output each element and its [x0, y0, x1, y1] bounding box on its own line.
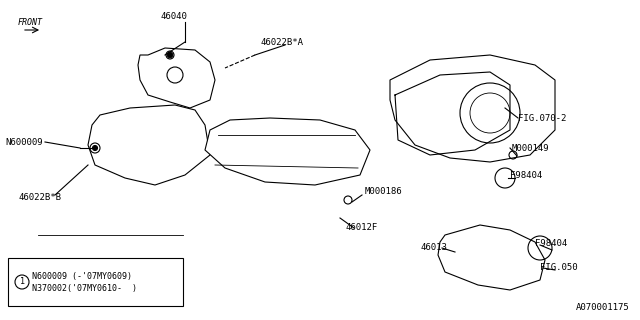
- Circle shape: [167, 52, 173, 58]
- Text: 46012F: 46012F: [345, 223, 377, 233]
- Text: N600009 (-'07MY0609): N600009 (-'07MY0609): [32, 271, 132, 281]
- Text: F98404: F98404: [510, 171, 542, 180]
- Text: 46013: 46013: [420, 244, 447, 252]
- Text: M000149: M000149: [512, 143, 550, 153]
- Text: F98404: F98404: [535, 238, 567, 247]
- Text: 1: 1: [19, 277, 24, 286]
- Text: FIG.050: FIG.050: [540, 263, 578, 273]
- Text: 46040: 46040: [160, 12, 187, 20]
- Polygon shape: [438, 225, 545, 290]
- Text: 46022B*B: 46022B*B: [18, 194, 61, 203]
- Circle shape: [93, 146, 97, 150]
- Text: M000186: M000186: [365, 188, 403, 196]
- FancyBboxPatch shape: [8, 258, 183, 306]
- Text: 46022B*A: 46022B*A: [260, 37, 303, 46]
- Polygon shape: [88, 105, 210, 185]
- Polygon shape: [205, 118, 370, 185]
- Text: N370002('07MY0610-  ): N370002('07MY0610- ): [32, 284, 137, 292]
- Text: N600009: N600009: [5, 138, 43, 147]
- Text: A070001175: A070001175: [576, 303, 630, 312]
- Polygon shape: [390, 55, 555, 162]
- Polygon shape: [138, 48, 215, 108]
- Text: FRONT: FRONT: [17, 18, 42, 27]
- Text: FIG.070-2: FIG.070-2: [518, 114, 566, 123]
